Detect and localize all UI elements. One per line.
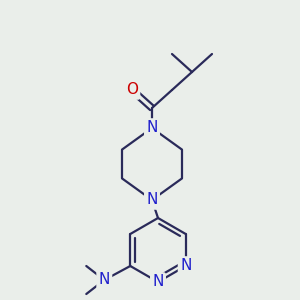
Text: N: N (146, 193, 158, 208)
Text: N: N (152, 274, 164, 290)
Text: N: N (180, 259, 191, 274)
Text: N: N (146, 121, 158, 136)
Text: N: N (99, 272, 110, 287)
Text: O: O (126, 82, 138, 98)
